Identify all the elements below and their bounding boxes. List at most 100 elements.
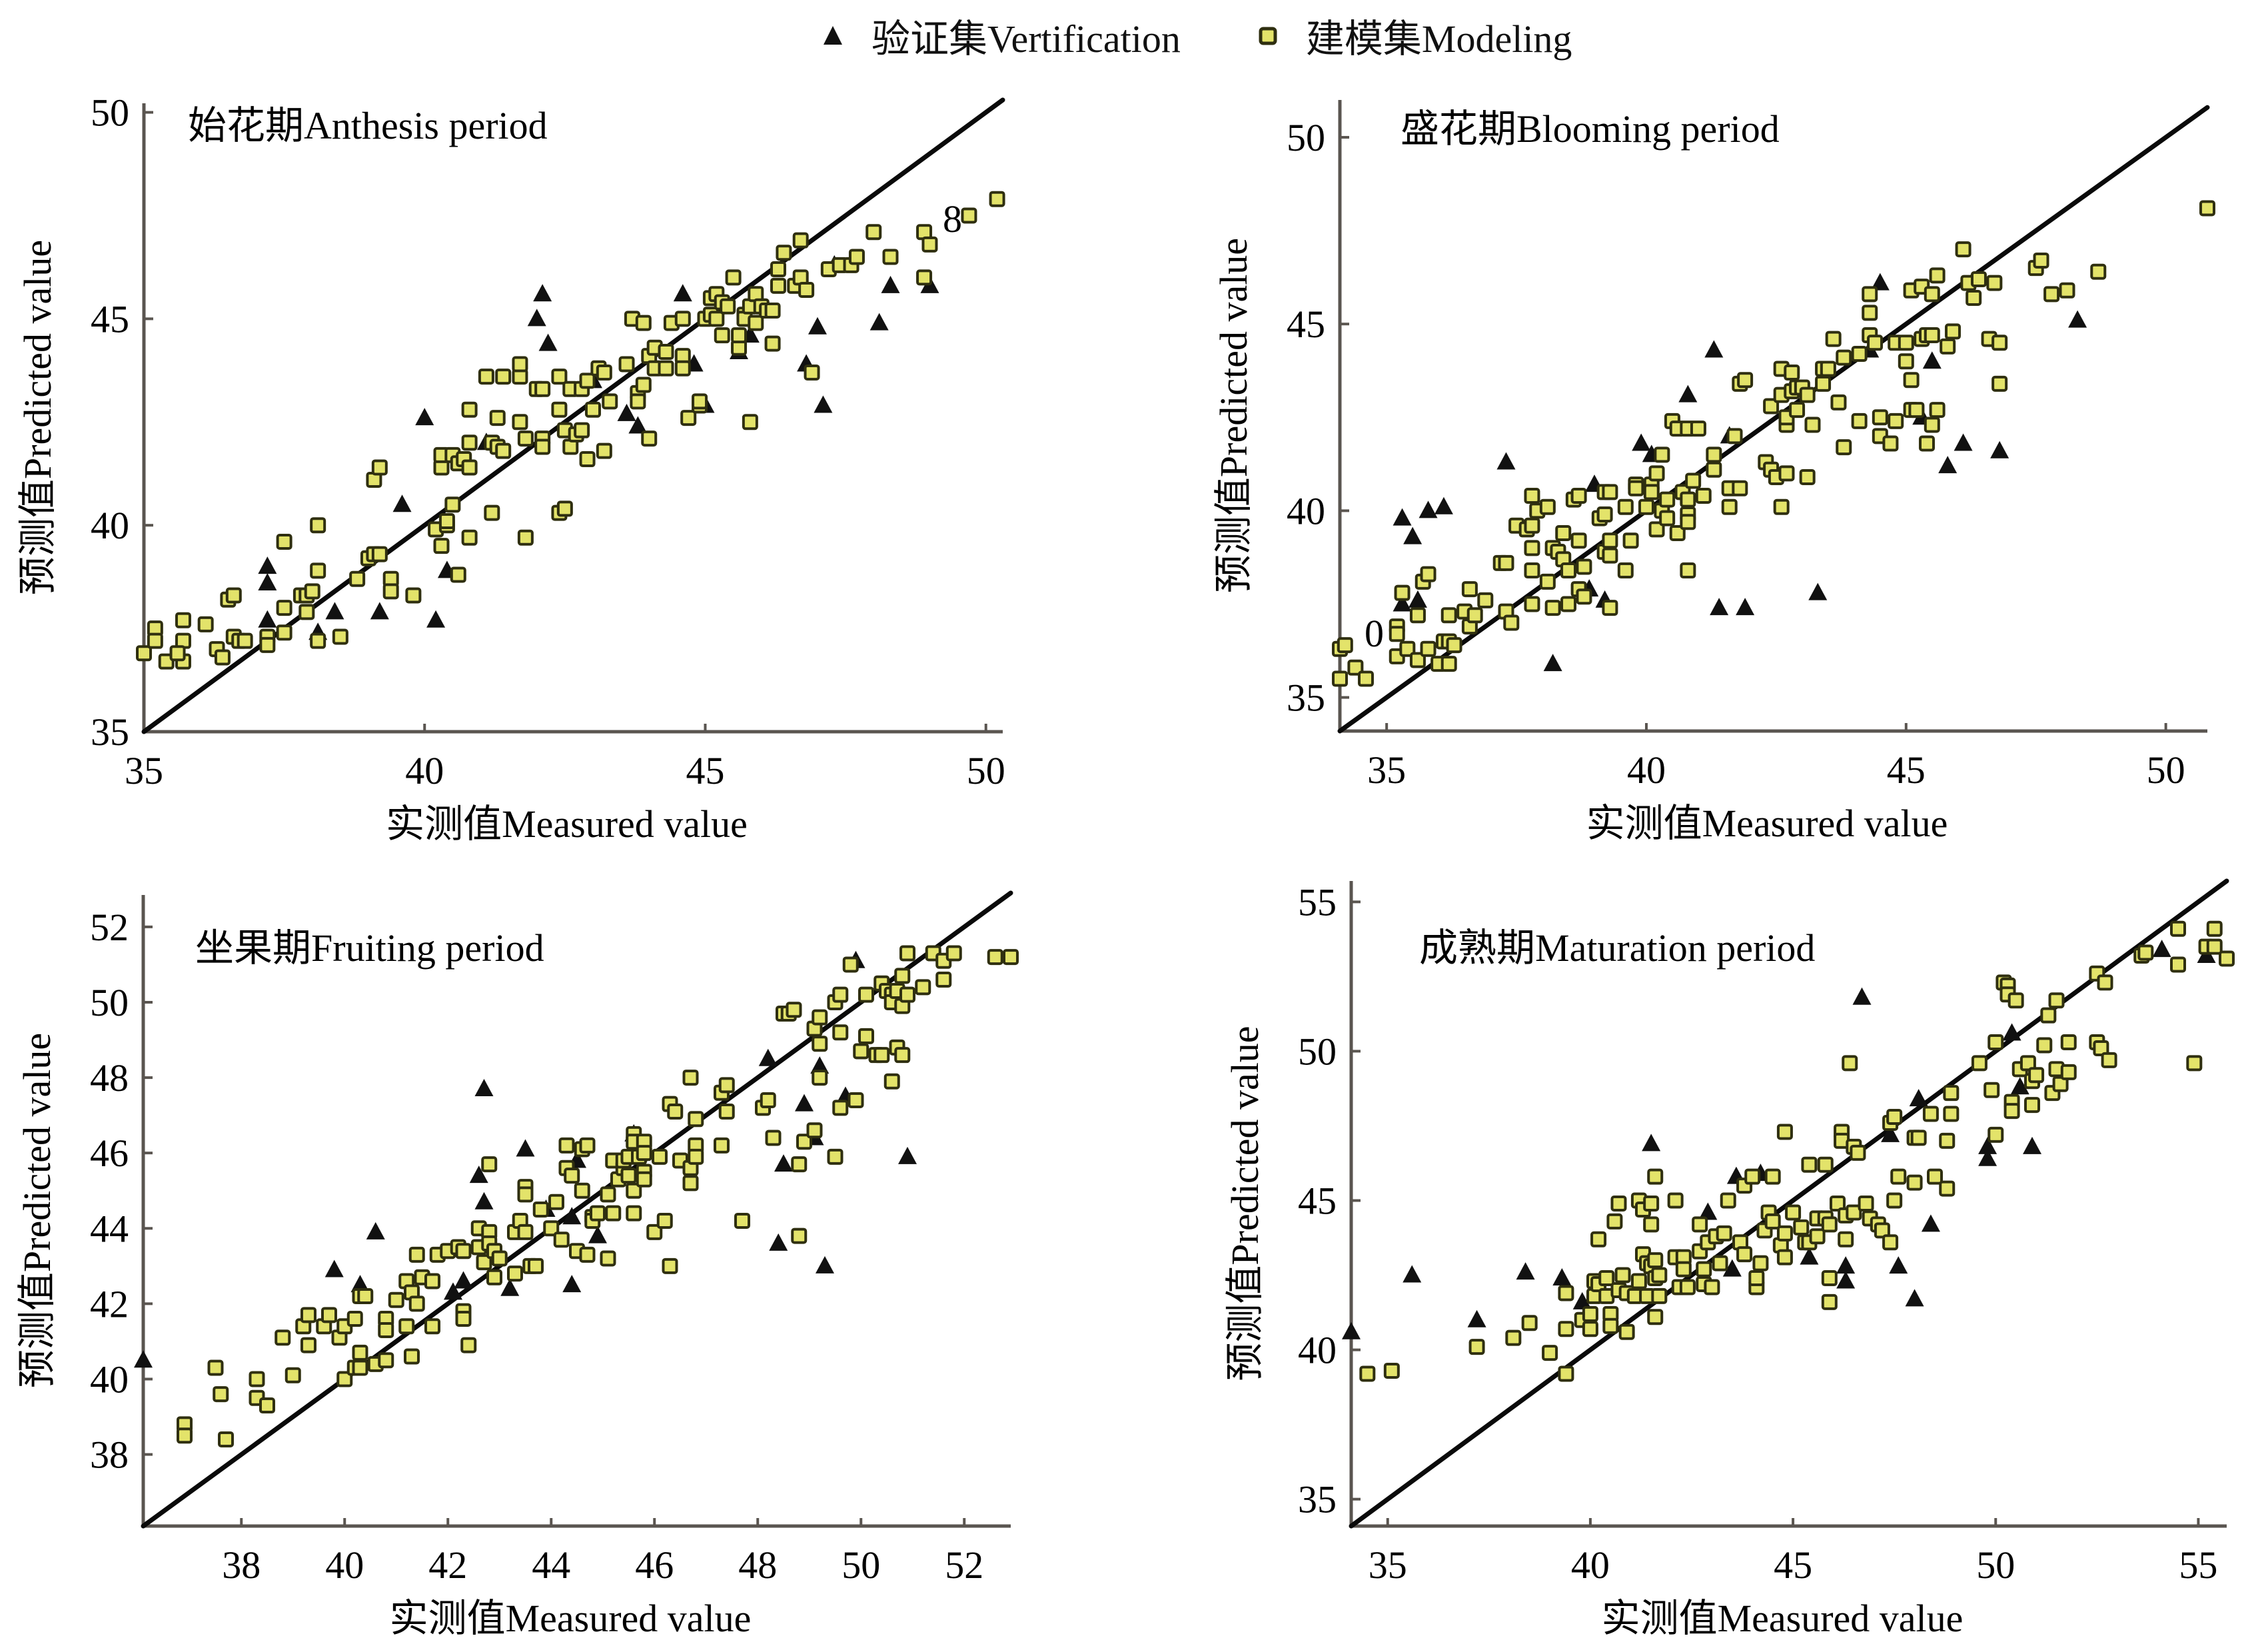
- modeling-point: [517, 1224, 534, 1240]
- modeling-point: [1726, 428, 1743, 444]
- modeling-point: [455, 1243, 472, 1259]
- modeling-point: [214, 649, 231, 666]
- x-tick-label: 52: [945, 1543, 983, 1587]
- modeling-point: [600, 1250, 616, 1267]
- modeling-point: [1821, 1293, 1838, 1310]
- verification-point: [1393, 508, 1412, 526]
- verification-point: [1978, 1148, 1997, 1166]
- modeling-point: [1773, 498, 1790, 515]
- verification-point: [2010, 1077, 2029, 1095]
- modeling-point: [574, 422, 590, 438]
- modeling-point: [935, 972, 952, 988]
- modeling-point: [596, 442, 612, 459]
- y-tick-label: 45: [1298, 1180, 1337, 1223]
- modeling-point: [579, 1246, 596, 1263]
- verification-point: [415, 408, 434, 426]
- modeling-point: [495, 442, 512, 459]
- modeling-point: [553, 1232, 570, 1248]
- modeling-point: [658, 343, 674, 360]
- modeling-point: [512, 356, 528, 373]
- modeling-point: [1524, 487, 1540, 504]
- modeling-point: [832, 986, 849, 1003]
- modeling-point: [424, 1318, 440, 1335]
- modeling-point: [708, 311, 725, 327]
- modeling-point: [1882, 1234, 1899, 1251]
- modeling-point: [1836, 349, 1852, 366]
- modeling-point: [300, 1337, 316, 1353]
- verification-point: [1678, 385, 1698, 403]
- modeling-point: [1862, 286, 1878, 303]
- modeling-point: [1524, 562, 1540, 579]
- modeling-point: [1882, 435, 1899, 452]
- modeling-point: [894, 1047, 911, 1064]
- modeling-point: [1971, 1055, 1987, 1072]
- modeling-point: [349, 570, 366, 587]
- modeling-point: [574, 1182, 590, 1199]
- modeling-point: [382, 583, 399, 600]
- x-tick-label: 35: [1369, 1543, 1407, 1587]
- verification-point: [350, 1275, 370, 1293]
- modeling-point: [1654, 446, 1670, 463]
- modeling-point: [1846, 1204, 1862, 1221]
- modeling-point: [1560, 596, 1577, 612]
- x-axis-label: 实测值Measured value: [1602, 1597, 1964, 1640]
- modeling-point: [1461, 581, 1478, 598]
- modeling-point: [207, 1359, 224, 1376]
- modeling-point: [460, 1337, 477, 1353]
- modeling-point: [1359, 1365, 1376, 1382]
- y-tick-label: 50: [91, 91, 129, 135]
- verification-point: [1800, 1247, 1819, 1265]
- verification-point: [808, 317, 827, 335]
- modeling-point: [1970, 271, 1987, 287]
- modeling-point: [1555, 525, 1572, 542]
- y-tick-label: 40: [1287, 489, 1325, 532]
- modeling-point: [1886, 1192, 1903, 1209]
- modeling-point: [1784, 365, 1800, 381]
- modeling-point: [682, 1175, 699, 1192]
- modeling-point: [873, 1047, 890, 1064]
- modeling-point: [1838, 1231, 1854, 1247]
- modeling-point: [1940, 338, 1956, 355]
- modeling-point: [1560, 562, 1577, 579]
- modeling-point: [310, 517, 326, 534]
- modeling-point: [1558, 1321, 1574, 1337]
- modeling-point: [556, 500, 573, 517]
- modeling-point: [476, 1254, 492, 1271]
- modeling-point: [1521, 1315, 1538, 1331]
- modeling-point: [1842, 1055, 1858, 1072]
- modeling-point: [1667, 1192, 1684, 1209]
- verification-point: [1990, 440, 2009, 458]
- verification-point: [1881, 1124, 1900, 1142]
- modeling-point: [734, 1212, 750, 1229]
- modeling-point: [1602, 547, 1618, 564]
- modeling-point: [725, 269, 742, 286]
- modeling-point: [310, 562, 326, 579]
- modeling-point: [1744, 1168, 1761, 1185]
- modeling-point: [636, 1145, 652, 1162]
- modeling-point: [1764, 1213, 1781, 1230]
- modeling-point: [175, 612, 191, 628]
- x-axis-label: 实测值Measured value: [1586, 802, 1948, 845]
- modeling-point: [1602, 532, 1618, 549]
- verification-point: [1403, 526, 1422, 544]
- modeling-point: [718, 1077, 735, 1094]
- verification-point: [1921, 1214, 1940, 1232]
- modeling-point: [225, 587, 242, 604]
- verification-point: [1496, 452, 1516, 470]
- verification-point: [1434, 496, 1453, 514]
- verification-point: [1543, 654, 1562, 672]
- modeling-point: [517, 430, 534, 447]
- modeling-point: [656, 1212, 673, 1229]
- modeling-point: [2186, 1055, 2203, 1072]
- modeling-point: [1576, 588, 1592, 605]
- modeling-point: [812, 1009, 828, 1026]
- modeling-point: [450, 566, 466, 583]
- y-axis-label: 预测值Predicted value: [16, 240, 59, 595]
- verification-point: [325, 602, 344, 620]
- verification-point: [370, 602, 389, 620]
- verification-point: [500, 1278, 520, 1296]
- modeling-point: [424, 1273, 440, 1289]
- verification-point: [562, 1275, 582, 1293]
- y-tick-label: 55: [1298, 880, 1337, 924]
